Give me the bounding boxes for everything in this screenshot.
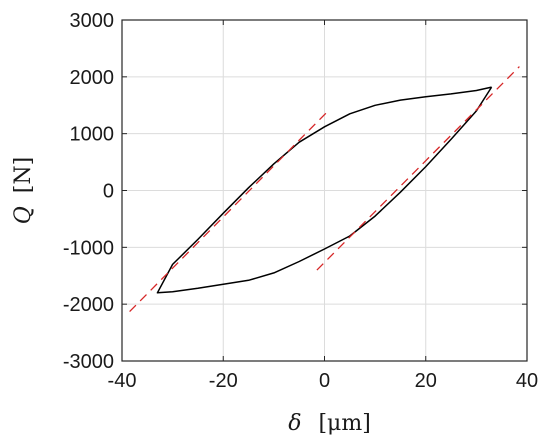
y-axis-symbol: Q — [11, 206, 36, 224]
grid — [121, 19, 528, 362]
axis-ticks: -40 -20 0 20 40 -3000 -2000 -1000 0 1000 2000 3000 — [63, 10, 538, 392]
data-series — [129, 66, 520, 313]
y-tick-label: 3000 — [70, 10, 115, 32]
y-axis-unit: [N] — [11, 157, 36, 193]
y-tick-label: 2000 — [70, 67, 115, 89]
x-axis-symbol: δ — [288, 411, 301, 436]
y-axis-label: Q [N] — [11, 157, 36, 224]
hysteresis-loop — [156, 86, 493, 294]
fit-line-dashed — [316, 66, 520, 271]
y-tick-label: 0 — [103, 181, 114, 203]
y-tick-label: -1000 — [63, 237, 114, 259]
x-axis-label: δ [μm] — [288, 411, 371, 436]
x-axis-unit: [μm] — [318, 411, 370, 436]
y-tick-label: 1000 — [70, 124, 115, 146]
x-tick-label: 20 — [415, 370, 437, 392]
y-tick-label: -3000 — [63, 351, 114, 373]
fit-line-dashed — [129, 111, 328, 313]
x-tick-label: -20 — [209, 370, 238, 392]
x-tick-label: -40 — [108, 370, 137, 392]
x-tick-label: 0 — [319, 370, 330, 392]
x-tick-label: 40 — [516, 370, 538, 392]
y-tick-label: -2000 — [63, 294, 114, 316]
